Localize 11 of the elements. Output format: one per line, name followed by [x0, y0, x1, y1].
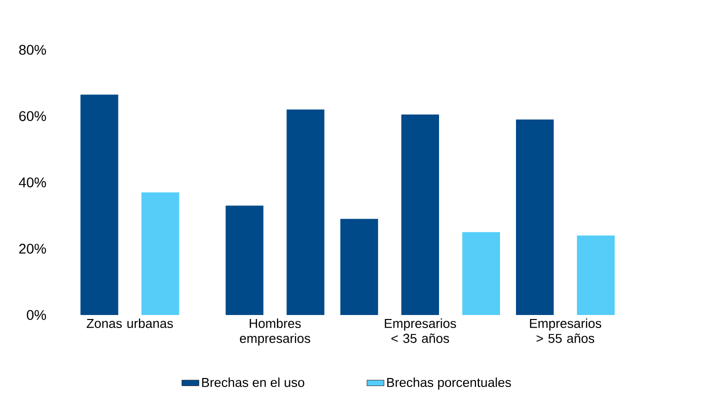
x-tick-label: Zonas urbanas [86, 318, 173, 328]
x-tick-label: Empresarios < 35 años [384, 318, 456, 343]
y-tick-label: 20% [19, 244, 46, 254]
x-tick-label: Hombres empresarios [240, 318, 310, 346]
legend-label: Brechas en el uso [202, 378, 304, 388]
x-tick-label: Empresarios > 55 años [530, 318, 602, 343]
y-tick-label: 40% [18, 177, 46, 188]
y-tick-label: 60% [19, 111, 46, 122]
legend-label: Brechas porcentuales [387, 378, 511, 390]
y-tick-label: 80% [19, 44, 46, 55]
y-tick-label: 0% [26, 310, 46, 320]
